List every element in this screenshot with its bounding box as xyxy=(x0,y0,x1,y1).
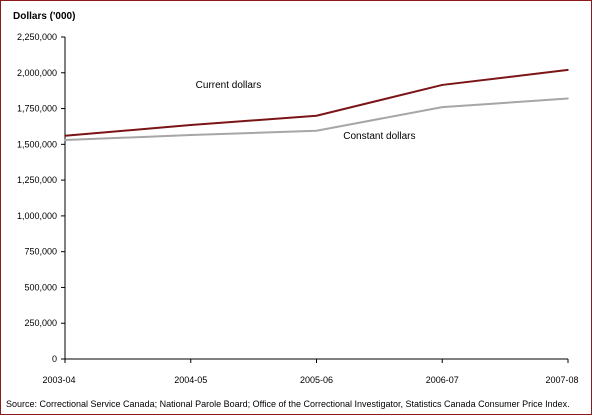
x-tick-label: 2006-07 xyxy=(426,375,459,385)
axes: 0 250,000 500,000 750,000 1,000,000 1,250,000… xyxy=(17,32,579,385)
series-lines xyxy=(64,68,569,142)
y-tick-label: 1,500,000 xyxy=(17,139,57,149)
series-labels: Current dollars Constant dollars xyxy=(196,80,416,142)
data-point xyxy=(64,134,66,137)
series-label: Constant dollars xyxy=(343,131,415,142)
y-tick-label: 2,000,000 xyxy=(17,68,57,78)
y-tick-label: 750,000 xyxy=(24,247,57,257)
y-tick-label: 2,250,000 xyxy=(17,32,57,42)
data-point xyxy=(189,134,192,136)
y-tick-label: 0 xyxy=(52,354,57,364)
y-tick-label: 500,000 xyxy=(24,282,57,292)
y-tick-label: 250,000 xyxy=(24,318,57,328)
x-tick-label: 2004-05 xyxy=(174,375,207,385)
data-point xyxy=(315,114,318,117)
source-note: Source: Correctional Service Canada; Nat… xyxy=(6,399,570,409)
y-tick-label: 1,000,000 xyxy=(17,211,57,221)
y-tick-label: 1,250,000 xyxy=(17,175,57,185)
y-tick-label: 1,750,000 xyxy=(17,104,57,114)
y-axis-title: Dollars ('000) xyxy=(13,11,75,22)
x-tick-label: 2005-06 xyxy=(300,375,333,385)
x-tick-label: 2003-04 xyxy=(42,375,75,385)
data-point xyxy=(567,97,569,100)
series-line-1 xyxy=(64,97,569,142)
data-point xyxy=(189,124,192,126)
x-tick-label: 2007-08 xyxy=(545,375,578,385)
data-point xyxy=(64,139,66,141)
data-point xyxy=(441,84,444,86)
data-point xyxy=(567,69,569,71)
data-point xyxy=(441,106,444,108)
data-point xyxy=(315,129,318,132)
series-label: Current dollars xyxy=(196,80,262,91)
